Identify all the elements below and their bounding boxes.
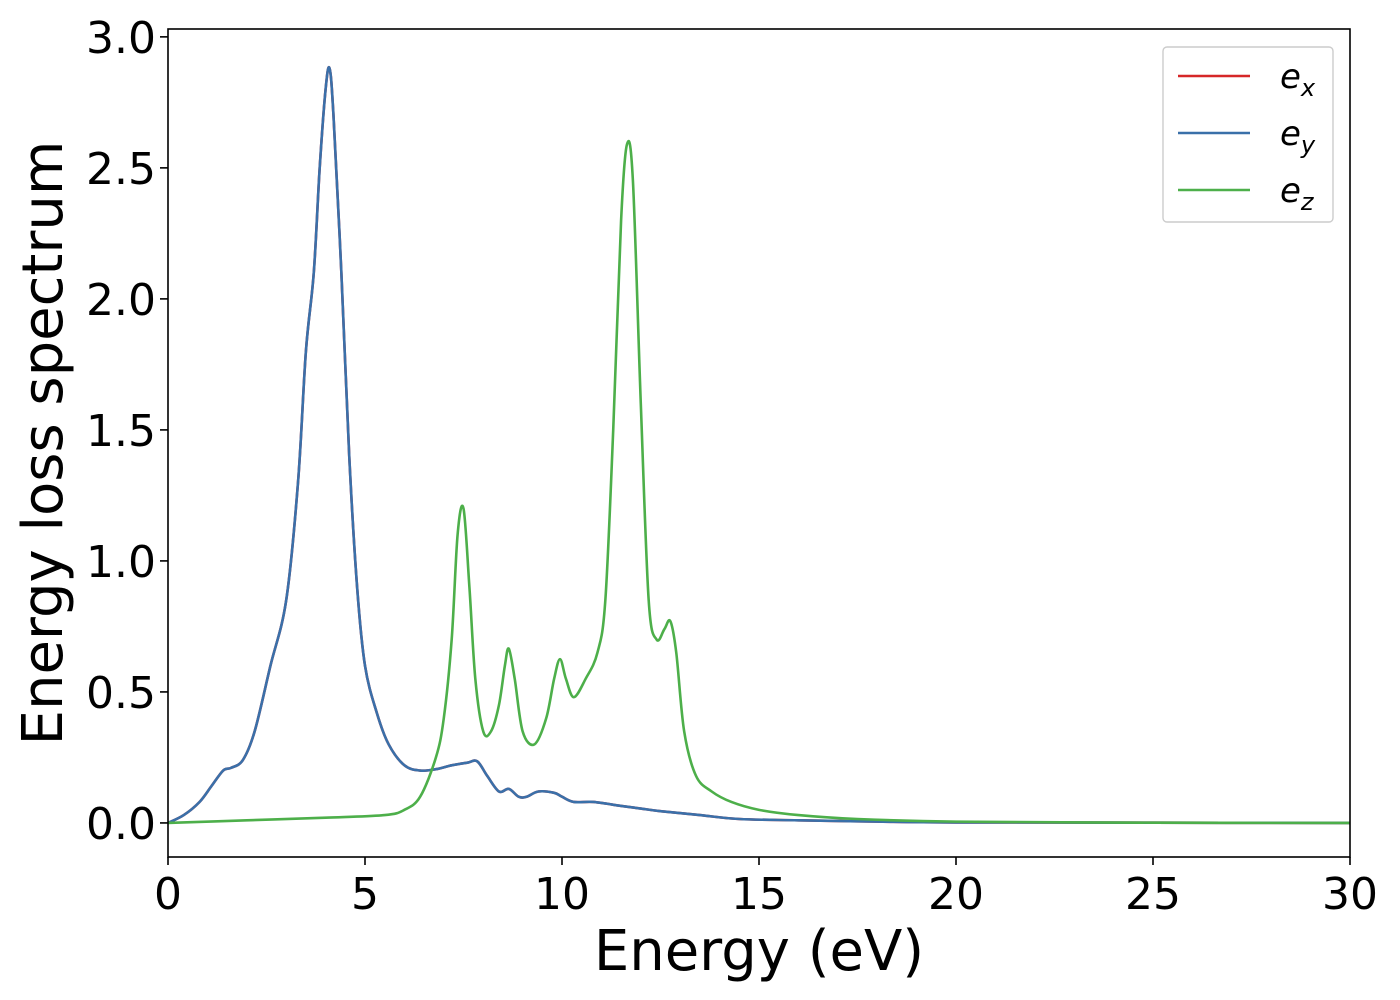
x-tick-label: 30 [1322, 869, 1378, 920]
legend-label-y: ey [1280, 114, 1316, 159]
y-tick-label: 3.0 [86, 13, 156, 64]
x-tick-label: 10 [534, 869, 590, 920]
y-axis-ticks: 0.0 0.5 1.0 1.5 2.0 2.5 3.0 [86, 13, 168, 850]
plot-lines [167, 65, 1351, 825]
y-tick-label: 0.0 [86, 799, 156, 850]
series-line-y [167, 65, 1351, 825]
legend-box [1162, 46, 1334, 223]
x-tick-label: 25 [1125, 869, 1181, 920]
y-tick-label: 1.5 [86, 406, 156, 457]
series-line-z [167, 139, 1351, 825]
y-axis-title: Energy loss spectrum [11, 141, 76, 746]
x-axis-ticks: 0 5 10 15 20 25 30 [154, 857, 1378, 920]
legend-label-z: ez [1280, 171, 1315, 216]
x-axis-title: Energy (eV) [594, 919, 924, 984]
y-tick-label: 2.0 [86, 275, 156, 326]
y-tick-label: 0.5 [86, 668, 156, 719]
legend: ex ey ez [1162, 46, 1334, 223]
legend-label-x: ex [1280, 57, 1316, 102]
x-tick-label: 15 [731, 869, 787, 920]
x-tick-label: 20 [928, 869, 984, 920]
x-tick-label: 0 [154, 869, 182, 920]
y-tick-label: 2.5 [86, 144, 156, 195]
x-tick-label: 5 [351, 869, 379, 920]
y-tick-label: 1.0 [86, 537, 156, 588]
